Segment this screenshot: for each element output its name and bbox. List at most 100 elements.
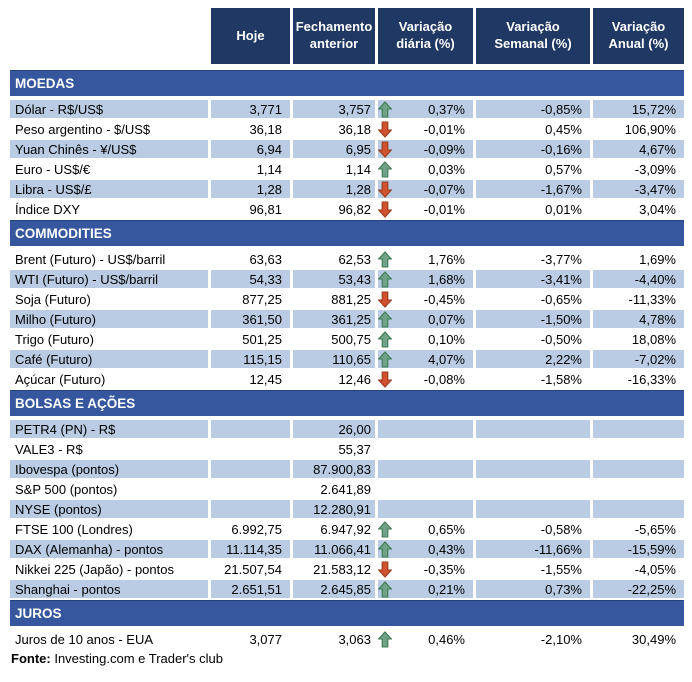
cell-fechamento: 26,00 [290, 420, 375, 438]
cell-variacao-diaria: 0,21% [375, 580, 473, 598]
cell-fechamento: 110,65 [290, 350, 375, 368]
cell-hoje: 12,45 [208, 370, 290, 388]
cell-variacao-semanal [473, 500, 590, 518]
cell-hoje [208, 480, 290, 498]
trend-up-icon [378, 100, 392, 118]
trend-down-icon [378, 200, 392, 218]
section-title: JUROS [15, 606, 62, 621]
cell-fechamento: 53,43 [290, 270, 375, 288]
table-row[interactable]: Yuan Chinês - ¥/US$ 6,94 6,95 -0,09% -0,… [10, 140, 684, 158]
column-header: Hoje [208, 8, 290, 64]
source-label: Fonte: [11, 651, 51, 666]
table-row[interactable]: Milho (Futuro) 361,50 361,25 0,07% -1,50… [10, 310, 684, 328]
table-row[interactable]: Euro - US$/€ 1,14 1,14 0,03% 0,57% -3,09… [10, 160, 684, 178]
cell-variacao-anual: -5,65% [590, 520, 684, 538]
row-label: Peso argentino - $/US$ [15, 121, 151, 137]
section-header: JUROS [10, 600, 684, 626]
source-note: Fonte: Investing.com e Trader's club [10, 651, 684, 666]
cell-hoje: 96,81 [208, 200, 290, 218]
cell-fechamento: 6,95 [290, 140, 375, 158]
cell-variacao-anual: -4,40% [590, 270, 684, 288]
cell-hoje: 63,63 [208, 250, 290, 268]
variacao-diaria-value: 0,03% [428, 161, 465, 177]
trend-up-icon [378, 270, 392, 288]
variacao-diaria-value: -0,45% [423, 291, 465, 307]
cell-variacao-anual: -3,47% [590, 180, 684, 198]
variacao-diaria-value: 0,10% [428, 331, 465, 347]
cell-variacao-diaria [375, 440, 473, 458]
row-label: WTI (Futuro) - US$/barril [10, 270, 208, 288]
cell-variacao-anual [590, 460, 684, 478]
cell-variacao-anual [590, 440, 684, 458]
cell-variacao-anual: -15,59% [590, 540, 684, 558]
cell-variacao-diaria: 1,68% [375, 270, 473, 288]
cell-variacao-anual [590, 500, 684, 518]
cell-variacao-anual: -22,25% [590, 580, 684, 598]
trend-down-icon [378, 180, 392, 198]
cell-variacao-anual: 30,49% [590, 630, 684, 648]
section-rows: PETR4 (PN) - R$ 26,00 VALE3 - R$ 55,37 I… [10, 420, 684, 598]
table-row[interactable]: Peso argentino - $/US$ 36,18 36,18 -0,01… [10, 120, 684, 138]
row-label: Soja (Futuro) [15, 291, 91, 307]
cell-variacao-semanal: 0,01% [473, 200, 590, 218]
row-label: Milho (Futuro) [10, 310, 208, 328]
cell-hoje [208, 460, 290, 478]
table-row[interactable]: PETR4 (PN) - R$ 26,00 [10, 420, 684, 438]
cell-variacao-diaria: 4,07% [375, 350, 473, 368]
table-row[interactable]: WTI (Futuro) - US$/barril 54,33 53,43 1,… [10, 270, 684, 288]
table-row[interactable]: Shanghai - pontos 2.651,51 2.645,85 0,21… [10, 580, 684, 598]
cell-fechamento: 1,28 [290, 180, 375, 198]
table-row[interactable]: Soja (Futuro) 877,25 881,25 -0,45% -0,65… [10, 290, 684, 308]
row-label: FTSE 100 (Londres) [15, 521, 133, 537]
table-row[interactable]: S&P 500 (pontos) 2.641,89 [10, 480, 684, 498]
row-label: NYSE (pontos) [10, 500, 208, 518]
header-spacer [10, 8, 208, 64]
section-title: BOLSAS E AÇÕES [15, 396, 136, 411]
cell-variacao-semanal [473, 420, 590, 438]
cell-fechamento: 36,18 [290, 120, 375, 138]
cell-variacao-diaria: -0,08% [375, 370, 473, 388]
cell-fechamento: 3,063 [290, 630, 375, 648]
cell-variacao-diaria [375, 460, 473, 478]
table-row[interactable]: Ibovespa (pontos) 87.900,83 [10, 460, 684, 478]
variacao-diaria-value: 0,65% [428, 521, 465, 537]
table-row[interactable]: NYSE (pontos) 12.280,91 [10, 500, 684, 518]
cell-fechamento: 12,46 [290, 370, 375, 388]
variacao-diaria-value: -0,09% [423, 141, 465, 157]
cell-variacao-diaria: -0,01% [375, 200, 473, 218]
variacao-diaria-value: 4,07% [428, 351, 465, 367]
cell-fechamento: 55,37 [290, 440, 375, 458]
table-row[interactable]: Nikkei 225 (Japão) - pontos 21.507,54 21… [10, 560, 684, 578]
table-row[interactable]: Juros de 10 anos - EUA 3,077 3,063 0,46%… [10, 630, 684, 648]
table-row[interactable]: FTSE 100 (Londres) 6.992,75 6.947,92 0,6… [10, 520, 684, 538]
section-rows: Brent (Futuro) - US$/barril 63,63 62,53 … [10, 250, 684, 388]
table-row[interactable]: Índice DXY 96,81 96,82 -0,01% 0,01% 3,04… [10, 200, 684, 218]
cell-variacao-diaria [375, 420, 473, 438]
cell-variacao-semanal: -3,77% [473, 250, 590, 268]
trend-up-icon [378, 330, 392, 348]
table-section: COMMODITIES Brent (Futuro) - US$/barril … [10, 220, 684, 388]
table-row[interactable]: Café (Futuro) 115,15 110,65 4,07% 2,22% … [10, 350, 684, 368]
trend-up-icon [378, 580, 392, 598]
cell-variacao-semanal: -0,58% [473, 520, 590, 538]
trend-down-icon [378, 140, 392, 158]
table-row[interactable]: Brent (Futuro) - US$/barril 63,63 62,53 … [10, 250, 684, 268]
table-row[interactable]: DAX (Alemanha) - pontos 11.114,35 11.066… [10, 540, 684, 558]
table-row[interactable]: Dólar - R$/US$ 3,771 3,757 0,37% -0,85% … [10, 100, 684, 118]
trend-up-icon [378, 310, 392, 328]
variacao-diaria-value: 0,07% [428, 311, 465, 327]
table-row[interactable]: Trigo (Futuro) 501,25 500,75 0,10% -0,50… [10, 330, 684, 348]
cell-variacao-anual: -7,02% [590, 350, 684, 368]
variacao-diaria-value: 0,46% [428, 631, 465, 647]
table-section: BOLSAS E AÇÕES PETR4 (PN) - R$ 26,00 VAL… [10, 390, 684, 598]
table-row[interactable]: Libra - US$/£ 1,28 1,28 -0,07% -1,67% -3… [10, 180, 684, 198]
table-row[interactable]: VALE3 - R$ 55,37 [10, 440, 684, 458]
row-label: Euro - US$/€ [15, 161, 91, 177]
cell-hoje: 115,15 [208, 350, 290, 368]
table-row[interactable]: Açúcar (Futuro) 12,45 12,46 -0,08% -1,58… [10, 370, 684, 388]
table-section: JUROS Juros de 10 anos - EUA 3,077 3,063… [10, 600, 684, 648]
cell-variacao-semanal: -1,50% [473, 310, 590, 328]
cell-hoje [208, 440, 290, 458]
trend-up-icon [378, 630, 392, 648]
cell-hoje: 21.507,54 [208, 560, 290, 578]
